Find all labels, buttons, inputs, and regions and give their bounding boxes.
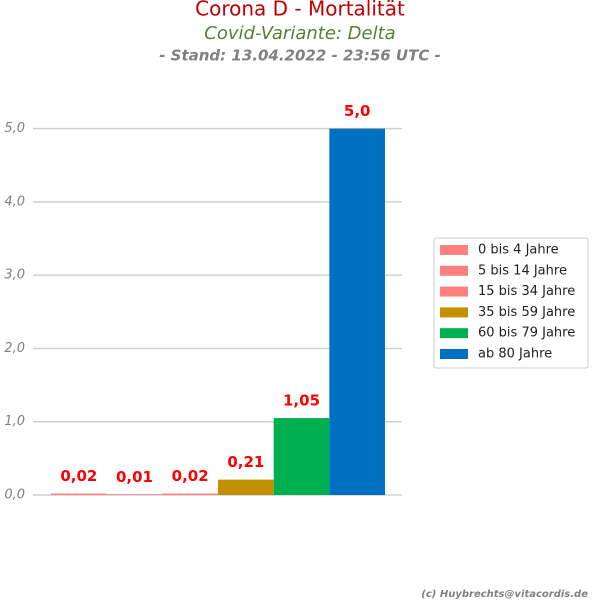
chart-title: Corona D - Mortalität [195, 0, 405, 21]
value-label: 0,01 [116, 468, 153, 486]
date-note: - Stand: 13.04.2022 - 23:56 UTC - [159, 47, 441, 65]
y-tick-label: 2,0 [4, 341, 25, 356]
legend-swatch [440, 349, 468, 359]
legend-swatch [440, 265, 468, 276]
value-label: 0,21 [227, 453, 264, 471]
bar [329, 128, 386, 496]
legend-label: 15 bis 34 Jahre [478, 284, 575, 299]
bar [273, 418, 330, 495]
legend-swatch [440, 307, 468, 318]
value-label: 0,02 [60, 467, 97, 485]
y-tick-label: 0,0 [4, 488, 25, 503]
bar [162, 493, 219, 495]
legend-label: ab 80 Jahre [478, 347, 552, 362]
bar [51, 493, 107, 495]
legend-swatch [440, 328, 468, 339]
legend-swatch [440, 245, 468, 255]
legend-label: 35 bis 59 Jahre [478, 305, 575, 320]
y-tick-label: 4,0 [4, 194, 25, 209]
y-tick-label: 5,0 [4, 121, 25, 136]
y-tick-label: 3,0 [4, 268, 25, 283]
legend-swatch [440, 286, 468, 297]
y-tick-label: 1,0 [4, 414, 25, 429]
bar [106, 494, 163, 495]
chart-subtitle: Covid-Variante: Delta [204, 23, 395, 44]
footer: (c) Huybrechts@vitacordis.de [421, 589, 588, 600]
value-label: 5,0 [344, 102, 371, 120]
value-label: 1,05 [283, 392, 320, 410]
legend-label: 60 bis 79 Jahre [478, 326, 575, 341]
value-label: 0,02 [172, 467, 209, 485]
legend-label: 0 bis 4 Jahre [478, 243, 559, 258]
legend-label: 5 bis 14 Jahre [478, 263, 567, 278]
legend-box [433, 237, 589, 369]
bar [218, 479, 274, 495]
